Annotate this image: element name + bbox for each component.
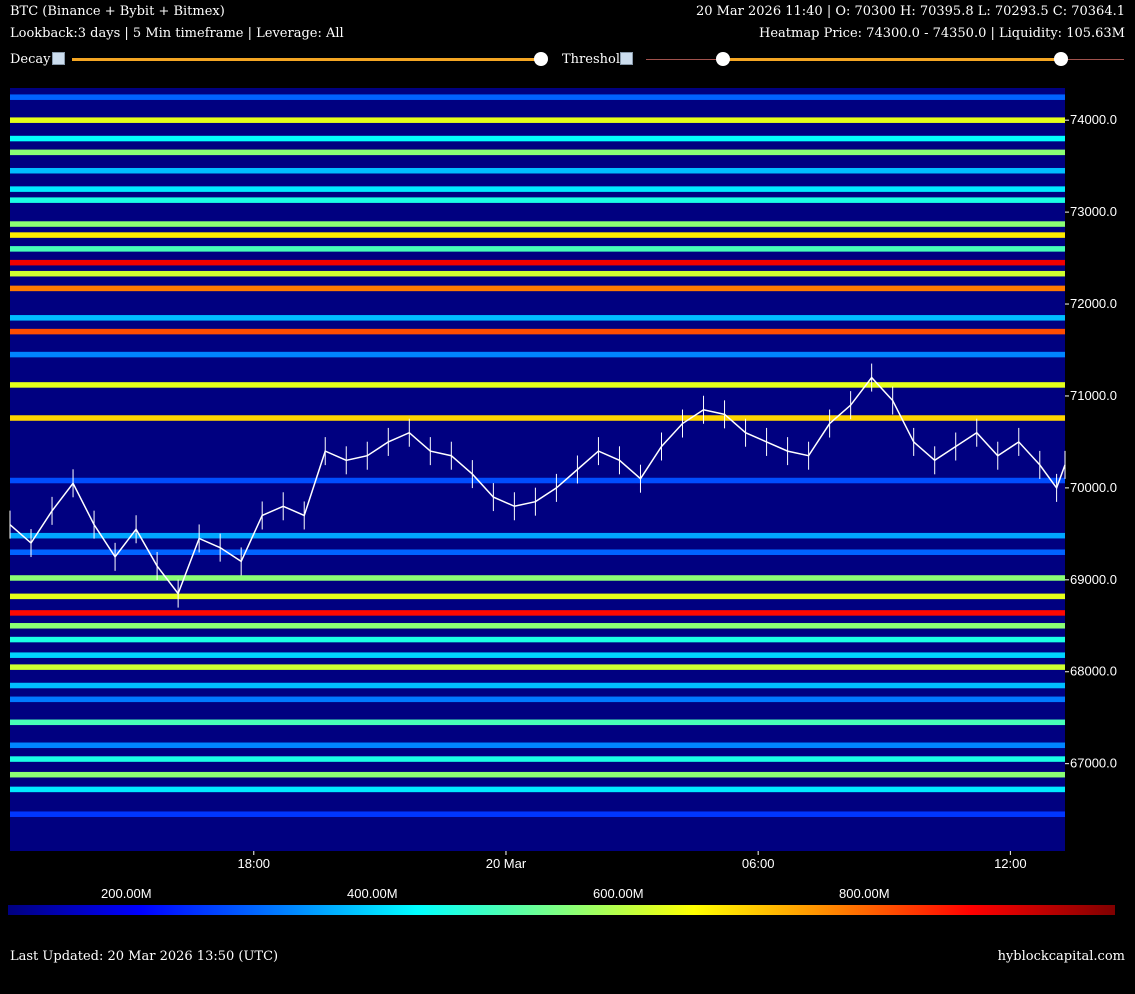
heatmap-band [10,742,1065,749]
broken-image-icon [620,52,633,65]
decay-label: Decay [10,52,51,67]
heatmap-readout: Heatmap Price: 74300.0 - 74350.0 | Liqui… [759,26,1125,41]
decay-slider-thumb[interactable] [534,52,548,66]
heatmap-band [10,259,1065,266]
heatmap-band [10,315,1065,321]
heatmap-band [10,415,1065,421]
heatmap-band [10,664,1065,670]
heatmap-band [10,232,1065,238]
heatmap-band [10,532,1065,539]
x-axis: 18:00 20 Mar 06:00 12:00 [238,851,1027,871]
y-tick-label: 69000.0 [1070,572,1117,587]
brand-link[interactable]: hyblockcapital.com [997,949,1125,964]
liquidation-heatmap-chart[interactable]: 74000.0 73000.0 72000.0 71000.0 70000.0 69000… [0,0,1135,880]
price-candles [9,363,1066,608]
heatmap-band [10,382,1065,388]
heatmap-band [10,135,1065,142]
heatmap-band [10,719,1065,726]
heatmap-band [10,167,1065,174]
x-tick-label: 18:00 [238,856,271,871]
colorbar-tick-label: 400.00M [347,886,398,901]
ohlc-readout: 20 Mar 2026 11:40 | O: 70300 H: 70395.8 … [695,4,1125,19]
y-tick-label: 72000.0 [1070,296,1117,311]
heatmap-band [10,549,1065,555]
heatmap-band [10,186,1065,192]
y-tick-label: 67000.0 [1070,756,1117,771]
heatmap-band [10,477,1065,484]
liquidity-bands [10,94,1065,817]
heatmap-band [10,197,1065,203]
colorbar-tick-label: 800.00M [839,886,890,901]
chart-subtitle: Lookback:3 days | 5 Min timeframe | Leve… [10,26,344,41]
heatmap-band [10,94,1065,100]
decay-slider-track[interactable] [72,58,540,61]
y-tick-label: 70000.0 [1070,480,1117,495]
heatmap-band [10,652,1065,658]
decay-slider[interactable] [72,52,548,66]
heatmap-band [10,623,1065,629]
heatmap-band [10,246,1065,252]
heatmap-band [10,636,1065,643]
y-tick-label: 73000.0 [1070,204,1117,219]
heatmap-band [10,771,1065,778]
heatmap-band [10,610,1065,616]
threshold-label: Threshold [562,52,629,67]
heatmap-band [10,117,1065,123]
heatmap-band [10,696,1065,703]
heatmap-band [10,149,1065,156]
heatmap-band [10,756,1065,762]
heatmap-band [10,221,1065,227]
heatmap-band [10,786,1065,793]
last-updated: Last Updated: 20 Mar 2026 13:50 (UTC) [10,949,279,964]
chart-title: BTC (Binance + Bybit + Bitmex) [10,4,225,19]
x-tick-label: 20 Mar [486,856,527,871]
price-series-line [9,376,1066,596]
threshold-slider[interactable] [646,52,1124,66]
colorbar [8,905,1115,915]
heatmap-band [10,328,1065,335]
y-tick-label: 68000.0 [1070,664,1117,679]
heatmap-band [10,351,1065,358]
heatmap-band [10,682,1065,689]
y-tick-label: 74000.0 [1070,112,1117,127]
heatmap-band [10,593,1065,600]
colorbar-tick-label: 600.00M [593,886,644,901]
heatmap-band [10,285,1065,292]
broken-image-icon [52,52,65,65]
x-tick-label: 06:00 [742,856,775,871]
heatmap-band [10,811,1065,817]
x-tick-label: 12:00 [994,856,1027,871]
threshold-slider-range [722,58,1062,61]
threshold-max-thumb[interactable] [1054,52,1069,66]
heatmap-band [10,270,1065,277]
colorbar-tick-label: 200.00M [101,886,152,901]
y-tick-label: 71000.0 [1070,388,1117,403]
threshold-min-thumb[interactable] [715,52,730,66]
heatmap-band [10,575,1065,581]
y-axis: 74000.0 73000.0 72000.0 71000.0 70000.0 69000… [1065,112,1117,771]
